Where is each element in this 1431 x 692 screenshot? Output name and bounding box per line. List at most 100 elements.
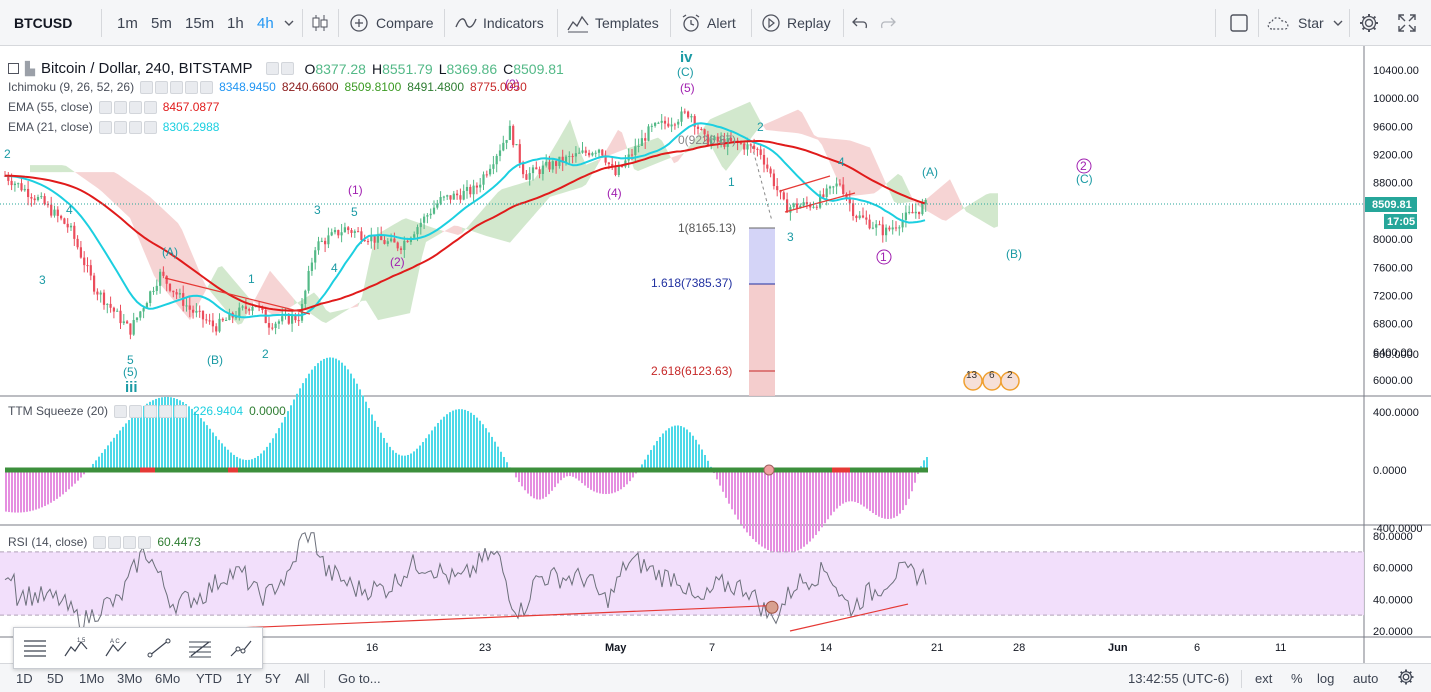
- ttm-bar: [689, 432, 691, 470]
- cloud-segment: [986, 193, 990, 226]
- ema21-label: EMA (21, close): [8, 120, 93, 134]
- legend-controls[interactable]: [266, 62, 295, 75]
- trend-line: [779, 175, 831, 192]
- candle-body: [439, 197, 442, 204]
- candle-body: [211, 320, 214, 327]
- interval-5m[interactable]: 5m: [151, 14, 172, 32]
- candle-body: [17, 183, 20, 185]
- candle-body: [175, 292, 178, 295]
- horizontal-lines-tool[interactable]: [20, 633, 50, 663]
- candle-body: [799, 205, 802, 209]
- wave-label-5: 5: [351, 205, 358, 219]
- star-dropdown[interactable]: Star: [1266, 8, 1344, 38]
- fullscreen-checkbox[interactable]: [1230, 8, 1248, 38]
- candle-body: [492, 164, 495, 169]
- chart-canvas[interactable]: iv(C)(5)iii(5)5234(A)(B)12345(1)(2)(2)(4…: [0, 46, 1431, 663]
- candle-body: [129, 323, 132, 335]
- candle-body: [561, 156, 564, 163]
- interval-15m[interactable]: 15m: [185, 14, 215, 32]
- ttm-bar: [566, 470, 568, 477]
- percent-toggle[interactable]: %: [1291, 671, 1303, 686]
- path-tool[interactable]: [226, 633, 256, 663]
- range-1mo[interactable]: 1Mo: [79, 671, 105, 686]
- last-price-label: 8509.81: [1372, 199, 1412, 211]
- chart-settings-button[interactable]: [1398, 669, 1414, 688]
- range-3mo[interactable]: 3Mo: [117, 671, 143, 686]
- ttm-bar: [59, 470, 61, 497]
- ttm-bar: [227, 449, 229, 470]
- cloud-segment: [594, 159, 598, 172]
- replay-button[interactable]: Replay: [761, 8, 831, 38]
- wave-label-circle-1: 1: [880, 250, 887, 264]
- ema21-controls[interactable]: [98, 120, 157, 134]
- ttm-bar: [884, 470, 886, 519]
- fib-retracement-tool[interactable]: [185, 633, 215, 663]
- collapse-icon[interactable]: [8, 63, 19, 74]
- clock-timezone[interactable]: 13:42:55 (UTC-6): [1128, 671, 1230, 686]
- ttm-bar: [62, 470, 64, 495]
- range-ytd[interactable]: YTD: [196, 671, 222, 686]
- candle-body: [690, 116, 693, 118]
- range-all[interactable]: All: [295, 671, 310, 686]
- cloud-segment: [290, 294, 294, 308]
- alert-button[interactable]: Alert: [681, 8, 736, 38]
- candle-body: [403, 240, 406, 250]
- ttm-bar: [914, 470, 916, 483]
- wave-label-4: 4: [66, 203, 73, 217]
- range-5d[interactable]: 5D: [47, 671, 64, 686]
- interval-1h[interactable]: 1h: [227, 14, 244, 32]
- ttm-controls[interactable]: [114, 404, 188, 418]
- interval-1m[interactable]: 1m: [117, 14, 138, 32]
- ttm-bar: [740, 470, 742, 525]
- range-1y[interactable]: 1Y: [236, 671, 252, 686]
- replay-icon: [762, 14, 780, 32]
- ttm-bar: [404, 455, 406, 470]
- ttm-bar: [299, 388, 301, 470]
- ttm-bar: [464, 409, 466, 470]
- interval-4h[interactable]: 4h: [257, 14, 274, 32]
- ttm-bar: [38, 470, 40, 509]
- templates-button[interactable]: Templates: [567, 8, 659, 38]
- auto-toggle[interactable]: auto: [1353, 671, 1379, 686]
- fullscreen-button[interactable]: [1398, 8, 1416, 38]
- ema55-controls[interactable]: [98, 100, 157, 114]
- ttm-bar: [809, 470, 811, 542]
- range-5y[interactable]: 5Y: [265, 671, 281, 686]
- range-6mo[interactable]: 6Mo: [155, 671, 181, 686]
- chart-area[interactable]: iv (C) (5) iii (5) 5 2 3 4 (A) (B) 1 2 3 4 5 (1) (2) (2) (4…: [0, 46, 1431, 663]
- candle-body: [868, 219, 871, 229]
- ttm-bar: [662, 433, 664, 470]
- elliott-impulse-tool[interactable]: 1 5: [61, 633, 91, 663]
- settings-button[interactable]: [1359, 8, 1379, 38]
- ichimoku-controls[interactable]: [140, 80, 214, 94]
- goto-button[interactable]: Go to...: [338, 671, 381, 686]
- symbol-search[interactable]: BTCUSD: [14, 15, 73, 31]
- cloud-segment: [246, 294, 250, 316]
- elliott-correction-tool[interactable]: A C: [102, 633, 132, 663]
- rsi-controls[interactable]: [93, 535, 152, 549]
- time-tick-label: 16: [366, 642, 378, 654]
- chart-type-button[interactable]: [311, 8, 329, 38]
- log-toggle[interactable]: log: [1317, 671, 1335, 686]
- candle-body: [914, 211, 917, 214]
- trend-line-tool[interactable]: [144, 633, 174, 663]
- candle-body: [347, 227, 350, 231]
- candle-body: [119, 310, 122, 324]
- candle-body: [485, 174, 488, 176]
- price-tick-label: 9600.00: [1373, 121, 1413, 133]
- candle-body: [875, 224, 878, 228]
- ext-toggle[interactable]: ext: [1255, 671, 1273, 686]
- rsi-band: [0, 551, 1364, 616]
- candle-body: [462, 190, 465, 200]
- redo-button[interactable]: [880, 8, 896, 38]
- undo-button[interactable]: [852, 8, 868, 38]
- cloud-segment: [534, 174, 538, 216]
- indicators-button[interactable]: Indicators: [455, 8, 544, 38]
- range-1d[interactable]: 1D: [16, 671, 33, 686]
- compare-button[interactable]: Compare: [348, 8, 434, 38]
- ttm-bar: [455, 409, 457, 470]
- ttm-bar: [131, 416, 133, 470]
- ttm-bar: [506, 462, 508, 470]
- interval-dropdown[interactable]: [284, 8, 294, 38]
- ttm-bar: [389, 446, 391, 470]
